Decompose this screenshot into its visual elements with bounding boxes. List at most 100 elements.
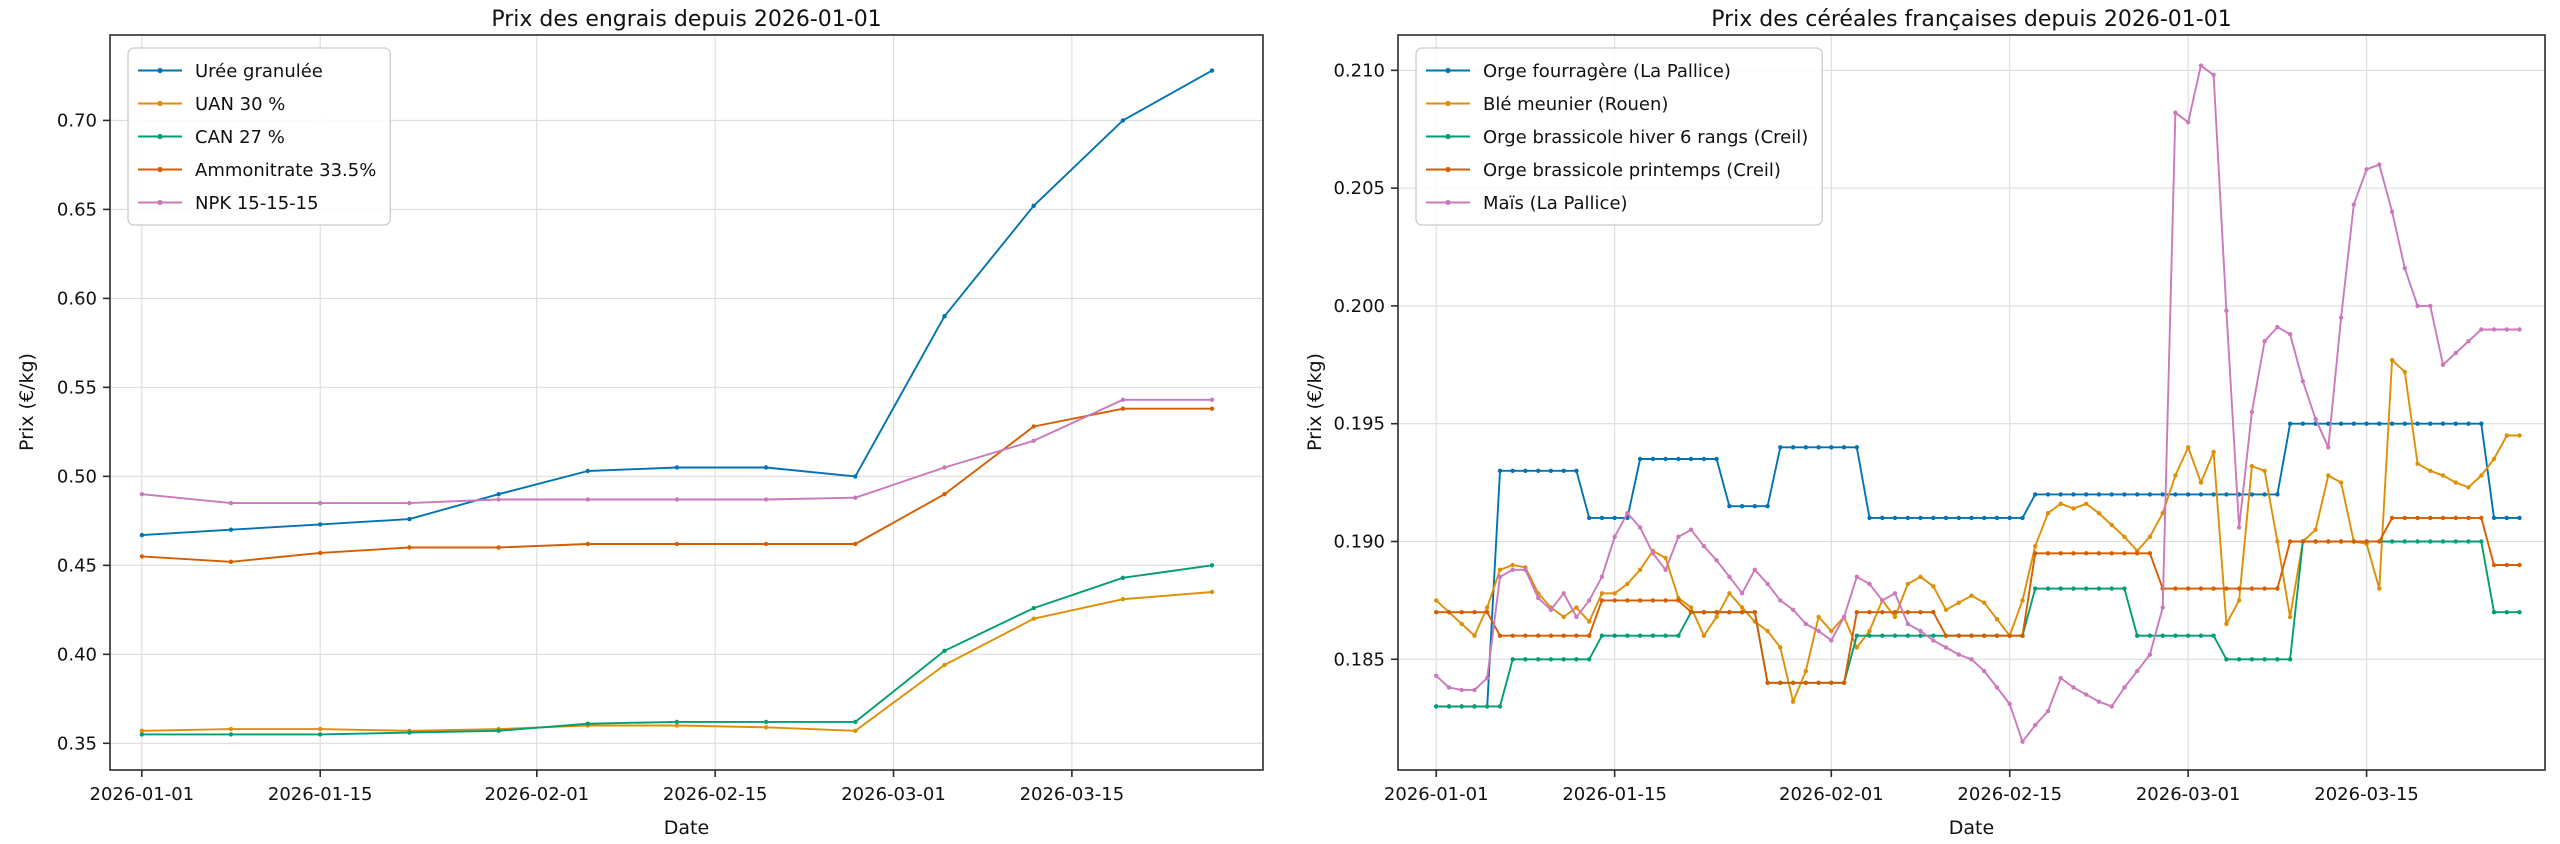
series-marker	[1739, 605, 1745, 610]
series-marker	[2453, 480, 2458, 485]
series-marker	[1892, 633, 1898, 638]
series-marker	[2173, 473, 2178, 478]
series-marker	[2007, 633, 2012, 638]
series-marker	[2389, 357, 2395, 363]
series-marker	[1574, 633, 1579, 638]
series-marker	[2173, 586, 2178, 591]
series-marker	[318, 522, 323, 527]
series-marker	[1599, 598, 1605, 603]
series-marker	[2084, 501, 2089, 506]
fertilizer-y-axis-label: Prix (€/kg)	[16, 353, 38, 451]
series-marker	[2275, 492, 2280, 497]
series-marker	[1727, 591, 1732, 596]
series-marker	[1765, 628, 1770, 634]
series-marker	[2084, 551, 2089, 556]
series-marker	[1536, 595, 1541, 601]
series-marker	[2071, 551, 2076, 556]
plot-border	[1397, 34, 2546, 771]
series-marker	[2045, 492, 2051, 497]
series-marker	[2122, 586, 2127, 591]
series-marker	[2236, 657, 2242, 662]
series-marker	[1485, 675, 1490, 681]
series-marker	[2262, 468, 2267, 473]
series-marker	[1548, 657, 1554, 662]
series-marker	[2224, 308, 2229, 313]
series-marker	[2402, 539, 2407, 544]
cereal-chart-title: Prix des céréales françaises depuis 2026…	[1711, 7, 2232, 32]
series-marker	[1701, 633, 1707, 638]
series-marker	[1663, 633, 1668, 638]
series-marker	[2198, 492, 2204, 497]
series-marker	[1701, 544, 1707, 549]
series-marker	[2351, 421, 2356, 426]
series-marker	[1120, 597, 1126, 602]
series-marker	[1778, 598, 1783, 603]
series-marker	[1880, 598, 1885, 603]
series-marker	[674, 465, 680, 470]
series-marker	[2084, 586, 2089, 591]
series-marker	[496, 728, 501, 733]
series-marker	[2326, 539, 2331, 544]
series-marker	[2058, 551, 2063, 556]
series-marker	[496, 492, 501, 497]
series-marker	[1752, 504, 1758, 509]
x-tick-label: 2026-03-15	[2314, 784, 2419, 805]
series-marker	[2045, 551, 2051, 556]
series-marker	[2198, 586, 2204, 591]
series-marker	[2402, 515, 2407, 521]
series-marker	[1892, 614, 1898, 620]
series-marker	[2262, 492, 2267, 497]
series-marker	[1209, 406, 1215, 411]
x-tick-label: 2026-01-01	[1384, 784, 1489, 805]
series-marker	[763, 497, 769, 502]
series-marker	[1637, 598, 1643, 603]
series-marker	[1892, 610, 1898, 615]
series-marker	[2096, 551, 2102, 556]
series-marker	[2377, 539, 2382, 544]
series-marker	[2236, 598, 2242, 603]
series-marker	[1905, 515, 1911, 521]
series-marker	[2275, 586, 2280, 591]
series-marker	[2262, 586, 2267, 591]
series-marker	[2198, 480, 2204, 485]
series-marker	[1548, 633, 1554, 638]
series-marker	[674, 719, 680, 725]
series-marker	[1905, 610, 1911, 615]
series-marker	[1472, 704, 1477, 709]
series-marker	[763, 541, 769, 547]
series-marker	[2122, 492, 2127, 497]
series-marker	[1969, 633, 1974, 638]
series-marker	[2211, 633, 2216, 638]
series-marker	[2479, 539, 2484, 544]
series-marker	[1727, 574, 1732, 579]
series-marker	[1931, 584, 1936, 589]
series-marker	[1650, 598, 1656, 603]
series-marker	[1031, 616, 1036, 621]
series-marker	[2045, 708, 2051, 714]
x-tick-label: 2026-01-15	[1562, 784, 1667, 805]
series-marker	[1714, 456, 1719, 462]
series-marker	[2147, 492, 2153, 497]
series-marker	[2045, 586, 2051, 591]
series-marker	[2135, 633, 2140, 638]
legend-swatch-marker	[1445, 199, 1451, 206]
series-marker	[1587, 515, 1592, 521]
series-marker	[2096, 492, 2102, 497]
series-marker	[1816, 614, 1821, 620]
series-marker	[1854, 445, 1860, 450]
series-line	[140, 398, 1213, 505]
series-marker	[1880, 633, 1885, 638]
legend-box	[127, 47, 391, 226]
series-marker	[1790, 680, 1796, 685]
series-marker	[2186, 120, 2191, 125]
series-marker	[2211, 72, 2216, 78]
series-marker	[1536, 633, 1541, 638]
series-marker	[2453, 350, 2458, 356]
series-marker	[2364, 421, 2369, 426]
series-marker	[1956, 633, 1962, 638]
series-marker	[1829, 445, 1834, 450]
series-marker	[1752, 567, 1758, 572]
series-marker	[2440, 515, 2446, 521]
series-marker	[2262, 657, 2267, 662]
series-marker	[1905, 581, 1911, 587]
